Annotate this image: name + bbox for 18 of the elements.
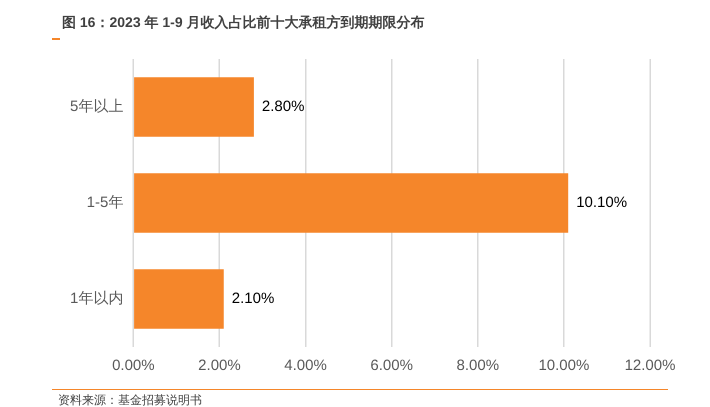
x-tick-label: 2.00% [198, 357, 241, 374]
y-tick-label: 1-5年 [86, 194, 124, 212]
data-label: 2.10% [232, 290, 274, 308]
x-tick-label: 0.00% [112, 357, 155, 374]
x-tick-label: 4.00% [284, 357, 327, 374]
chart-title: 图 16：2023 年 1-9 月收入占比前十大承租方到期期限分布 [62, 14, 425, 32]
y-tick-label: 1年以内 [70, 290, 124, 308]
bar [134, 77, 254, 137]
text: 资料来源：基金招募说明书 [58, 392, 202, 407]
x-tick-label: 8.00% [456, 357, 500, 374]
data-label: 2.80% [262, 98, 304, 116]
data-label: 10.10% [576, 194, 628, 212]
x-tick-label: 10.00% [538, 357, 590, 374]
bar [134, 269, 224, 329]
x-tick-label: 12.00% [624, 357, 676, 374]
y-tick-label: 5年以上 [70, 98, 124, 116]
x-tick-label: 6.00% [370, 357, 413, 374]
bar [134, 173, 568, 233]
